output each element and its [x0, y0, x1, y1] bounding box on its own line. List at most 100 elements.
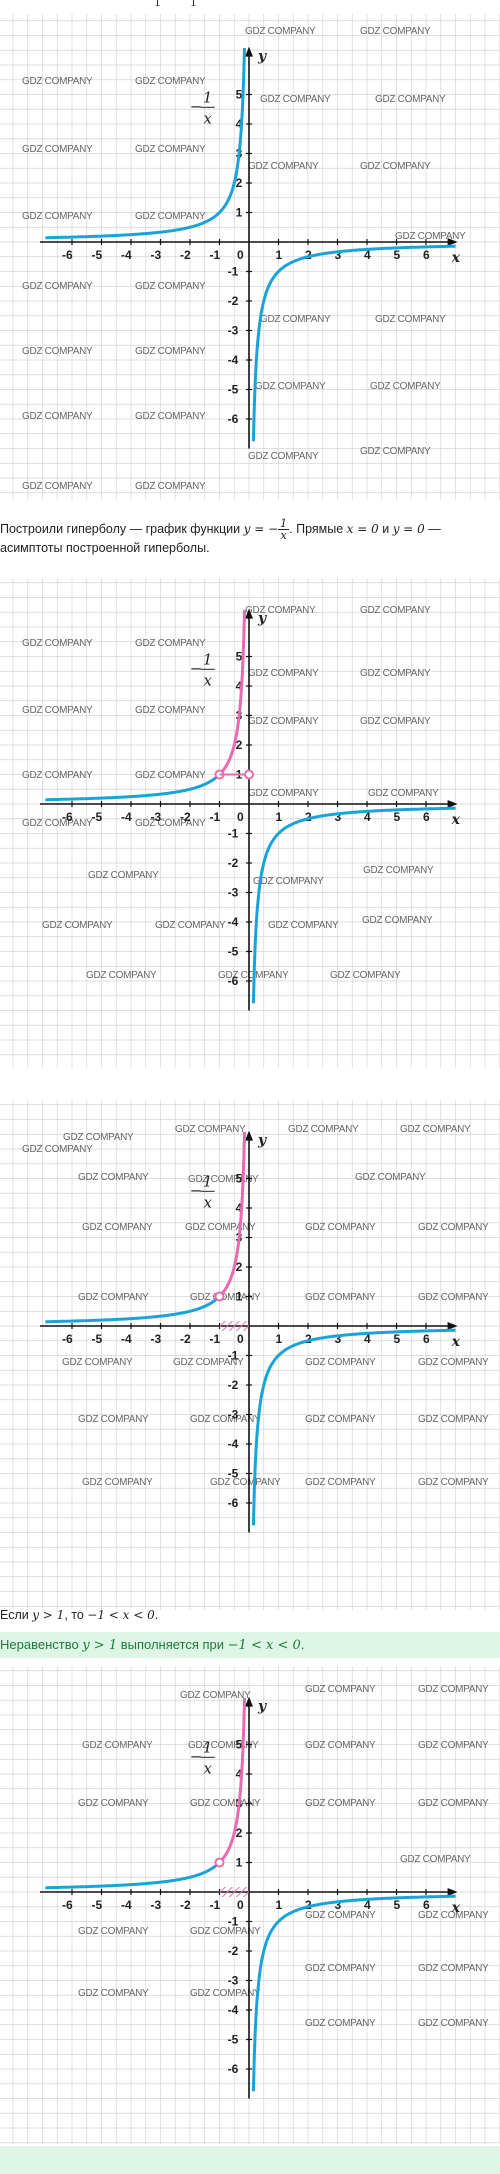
y-tick-label: -1 — [228, 1349, 239, 1363]
x-tick-label: 2 — [305, 248, 312, 262]
watermark-text: GDZ COMPANY — [135, 76, 206, 87]
top-fraction-fragment: 1 1 — [150, 0, 230, 14]
x-tick-label: -1 — [210, 1898, 221, 1912]
watermark-text: GDZ COMPANY — [190, 1414, 261, 1425]
x-tick-label: -2 — [180, 1898, 191, 1912]
watermark-text: GDZ COMPANY — [418, 1684, 489, 1695]
watermark-text: GDZ COMPANY — [135, 770, 206, 781]
y-tick-label: -5 — [228, 1467, 239, 1481]
y-tick-label: 4 — [236, 679, 243, 693]
watermark-text: GDZ COMPANY — [418, 1963, 489, 1974]
x-tick-label: -4 — [121, 1898, 132, 1912]
x-tick-label: 6 — [423, 810, 430, 824]
watermark-text: GDZ COMPANY — [63, 1132, 134, 1143]
y-tick-label: 2 — [236, 1260, 243, 1274]
watermark-text: GDZ COMPANY — [190, 1926, 261, 1937]
x-tick-label: -5 — [92, 1332, 103, 1346]
x-tick-label: 4 — [364, 810, 371, 824]
y-tick-label: -6 — [228, 412, 239, 426]
watermark-text: GDZ COMPANY — [22, 481, 93, 492]
watermark-text: GDZ COMPANY — [22, 705, 93, 716]
watermark-text: GDZ COMPANY — [135, 481, 206, 492]
text1-eq: = − — [250, 521, 279, 536]
watermark-text: GDZ COMPANY — [305, 1357, 376, 1368]
y-tick-label: -1 — [228, 1915, 239, 1929]
watermark-text: GDZ COMPANY — [82, 1222, 153, 1233]
y-axis-label: y — [257, 1699, 267, 1715]
watermark-text: GDZ COMPANY — [62, 1357, 133, 1368]
watermark-text: GDZ COMPANY — [255, 381, 326, 392]
watermark-text: GDZ COMPANY — [135, 818, 206, 829]
watermark-text: GDZ COMPANY — [418, 2018, 489, 2029]
watermark-text: GDZ COMPANY — [375, 314, 446, 325]
answer-box: Неравенство y > 1 выполняется при −1 < x… — [0, 1632, 500, 1658]
watermark-text: GDZ COMPANY — [22, 144, 93, 155]
watermark-text: GDZ COMPANY — [188, 1740, 259, 1751]
text2-dot: . — [154, 1608, 159, 1622]
origin-label: 0 — [237, 248, 244, 262]
x-tick-label: -2 — [180, 248, 191, 262]
watermark-text: GDZ COMPANY — [190, 1798, 261, 1809]
watermark-text: GDZ COMPANY — [363, 865, 434, 876]
function-label-numerator: 1 — [203, 650, 213, 668]
y-tick-label: 4 — [236, 1201, 243, 1215]
watermark-text: GDZ COMPANY — [305, 1414, 376, 1425]
text1-asym1: x = 0 — [346, 521, 379, 536]
watermark-text: GDZ COMPANY — [22, 76, 93, 87]
watermark-text: GDZ COMPANY — [210, 1477, 281, 1488]
text1-asym2: y = 0 — [392, 521, 425, 536]
hyperbola-graph-4: GDZ COMPANY GDZ COMPANY GDZ COMPANY GDZ COM… — [0, 1666, 500, 2144]
y-tick-label: -4 — [228, 1437, 239, 1451]
watermark-text: GDZ COMPANY — [360, 446, 431, 457]
y-axis-arrow — [245, 608, 253, 619]
watermark-text: GDZ COMPANY — [355, 1172, 426, 1183]
text2-cond: y > 1 — [32, 1608, 65, 1622]
y-tick-label: -5 — [228, 2033, 239, 2047]
hyperbola-right-branch — [251, 1328, 456, 1526]
x-tick-label: -3 — [151, 810, 162, 824]
watermark-text: GDZ COMPANY — [418, 1798, 489, 1809]
y-tick-label: 5 — [236, 650, 243, 664]
watermark-text: GDZ COMPANY — [22, 281, 93, 292]
hyperbola-left-branch — [45, 773, 221, 802]
x-tick-label: -6 — [62, 810, 73, 824]
watermark-text: GDZ COMPANY — [78, 1988, 149, 1999]
x-tick-label: 4 — [364, 1332, 371, 1346]
function-label-denominator: x — [203, 1193, 212, 1211]
hyperbola-left-branch — [45, 1861, 221, 1890]
x-tick-label: 6 — [423, 1332, 430, 1346]
function-label-denominator: x — [203, 109, 212, 127]
y-tick-label: -3 — [228, 1408, 239, 1422]
watermark-text: GDZ COMPANY — [245, 605, 316, 616]
x-tick-label: 6 — [423, 248, 430, 262]
watermark-text: GDZ COMPANY — [418, 1414, 489, 1425]
interval-hatch — [219, 1321, 249, 1331]
x-tick-label: 2 — [305, 1332, 312, 1346]
y-tick-label: 5 — [236, 1172, 243, 1186]
watermark-text: GDZ COMPANY — [418, 1477, 489, 1488]
x-tick-label: 3 — [335, 1898, 342, 1912]
watermark-text: GDZ COMPANY — [78, 1798, 149, 1809]
watermark-text: GDZ COMPANY — [305, 1684, 376, 1695]
x-axis-arrow — [447, 238, 458, 246]
watermark-text: GDZ COMPANY — [305, 2018, 376, 2029]
watermark-text: GDZ COMPANY — [288, 1124, 359, 1135]
y-axis-arrow — [245, 46, 253, 57]
y-tick-label: -6 — [228, 974, 239, 988]
hyperbola-left-branch — [45, 1295, 221, 1324]
highlighted-branch — [218, 1131, 246, 1298]
watermark-text: GDZ COMPANY — [135, 346, 206, 357]
text1-fraction-num: 1 — [278, 517, 290, 530]
watermark-text: GDZ COMPANY — [82, 1477, 153, 1488]
y-tick-label: -2 — [228, 856, 239, 870]
y-tick-label: -1 — [228, 827, 239, 841]
watermark-text: GDZ COMPANY — [42, 920, 113, 931]
x-tick-label: -1 — [210, 1332, 221, 1346]
x-tick-label: -3 — [151, 1332, 162, 1346]
y-tick-label: -6 — [228, 2062, 239, 2076]
graph-svg: GDZ COMPANY GDZ COMPANY GDZ COMPANY GDZ COM… — [0, 14, 500, 500]
x-tick-label: -6 — [62, 1332, 73, 1346]
x-tick-label: -6 — [62, 248, 73, 262]
watermark-text: GDZ COMPANY — [248, 161, 319, 172]
